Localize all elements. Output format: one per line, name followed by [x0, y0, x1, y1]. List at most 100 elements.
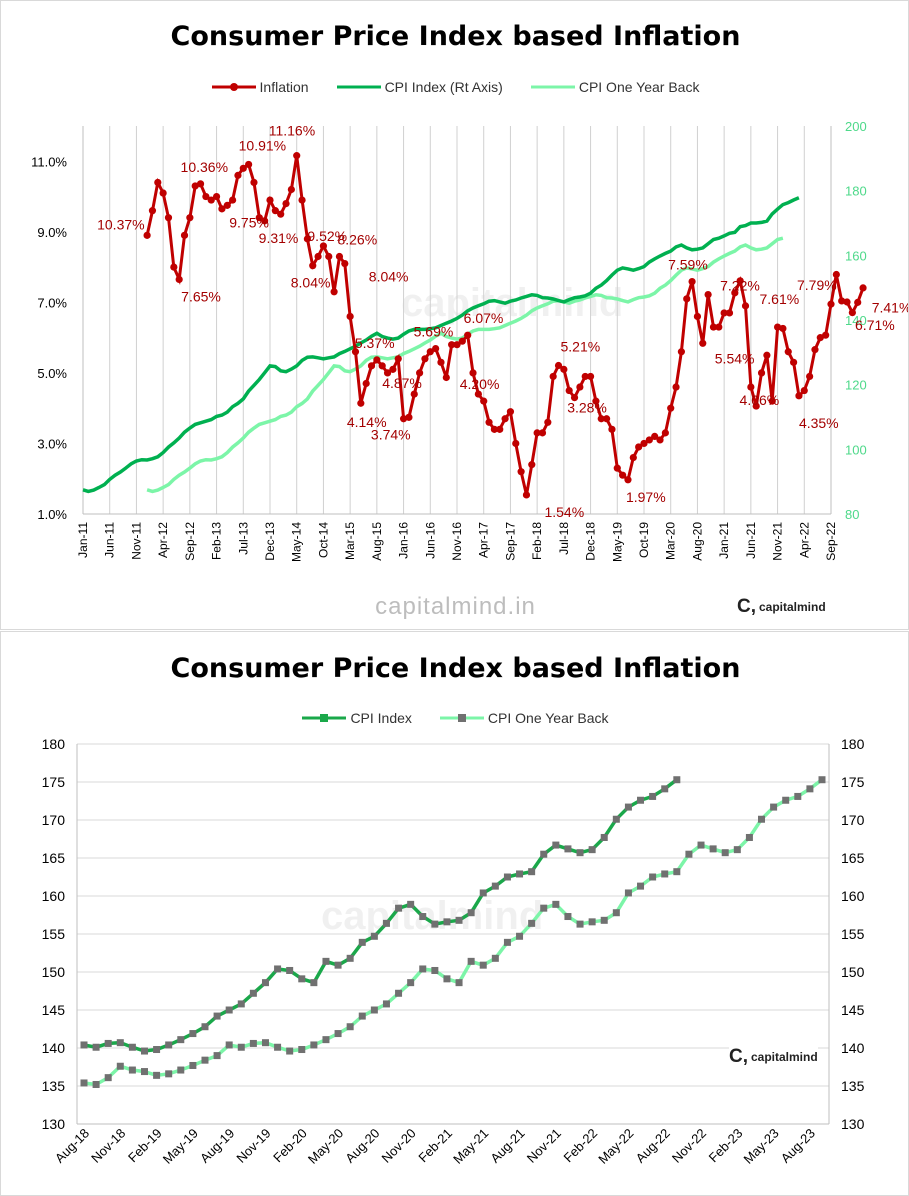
inflation-data-label: 7.61% [760, 291, 800, 307]
inflation-point [667, 404, 675, 412]
x-tick-label: Aug-20 [342, 1126, 382, 1166]
cpi-point [225, 1006, 233, 1014]
chart-legend-2: CPI Index CPI One Year Back [1, 710, 909, 726]
cpi-back-point [370, 1006, 378, 1014]
inflation-point [517, 468, 525, 476]
chart-legend: Inflation CPI Index (Rt Axis) CPI One Ye… [1, 79, 909, 95]
legend-item-cpi-back: CPI One Year Back [530, 79, 699, 95]
inflation-point [346, 312, 354, 321]
x-tick-label: Jul-13 [236, 522, 250, 555]
inflation-point [699, 339, 707, 347]
inflation-point [779, 324, 787, 333]
cpi-point [649, 792, 657, 800]
inflation-point [822, 331, 830, 339]
inflation-data-label: 4.20% [460, 376, 500, 392]
inflation-point [148, 207, 157, 215]
cpi-back-point [794, 792, 802, 800]
inflation-point [250, 178, 258, 187]
cpi-back-point [395, 989, 403, 997]
inflation-point [838, 297, 846, 305]
inflation-point [341, 259, 349, 268]
legend-item-cpi: CPI Index (Rt Axis) [336, 79, 503, 95]
cpi-point [249, 989, 257, 997]
inflation-point [656, 436, 664, 444]
y-right-tick-label: 135 [841, 1078, 865, 1094]
inflation-data-label: 5.69% [414, 324, 454, 340]
cpi-back-point [552, 900, 560, 908]
cpi-point [564, 845, 572, 853]
cpi-point [189, 1030, 197, 1038]
cpi-point [153, 1046, 161, 1054]
x-tick-label: Sep-17 [503, 522, 517, 561]
inflation-point [351, 348, 360, 356]
cpi-back-point [479, 961, 487, 969]
cpi-back-point [298, 1046, 306, 1054]
site-watermark: capitalmind.in [375, 593, 536, 620]
inflation-point [389, 365, 397, 373]
cpi-point [661, 785, 669, 793]
inflation-data-label: 7.41% [872, 299, 908, 315]
cpi-back-point [733, 846, 741, 854]
inflation-data-label: 4.87% [382, 375, 422, 391]
cpi-back-point [334, 1030, 342, 1038]
y-right-tick-label: 165 [841, 850, 865, 866]
cpi-point [673, 776, 681, 784]
x-tick-label: Jan-21 [717, 522, 731, 559]
cpi-point [104, 1039, 112, 1047]
inflation-point [154, 178, 162, 187]
cpi-point [419, 913, 427, 921]
inflation-point [448, 341, 456, 349]
inflation-point [245, 160, 253, 169]
y-left-tick-label: 150 [42, 964, 66, 980]
y-right-tick-label: 155 [841, 926, 865, 942]
cpi-back-point [419, 965, 427, 973]
cpi-point [516, 870, 524, 878]
y-right-tick-label: 200 [845, 119, 867, 134]
inflation-point [485, 418, 493, 426]
cpi-point [455, 916, 463, 924]
brand-c-icon-2: C, [729, 1046, 748, 1067]
x-tick-label: Feb-23 [706, 1126, 746, 1166]
inflation-point [362, 379, 370, 388]
y-right-tick-label: 180 [841, 736, 865, 752]
cpi-back-point [721, 849, 729, 857]
cpi-back-point [467, 957, 475, 965]
x-tick-label: Jun-21 [744, 522, 758, 559]
cpi-point [346, 954, 354, 962]
inflation-point [790, 358, 798, 366]
cpi-back-point [104, 1074, 112, 1082]
inflation-point [741, 302, 750, 310]
y-left-tick-label: 1.0% [37, 507, 67, 522]
cpi-back-point [177, 1066, 185, 1074]
cpi-back-point [128, 1066, 136, 1074]
inflation-point [325, 252, 333, 261]
cpi-back-point [673, 868, 681, 876]
cpi-point [310, 979, 318, 987]
y-right-tick-label: 170 [841, 812, 865, 828]
inflation-data-label: 7.22% [720, 278, 760, 294]
cpi-point [298, 975, 306, 983]
x-tick-label: Aug-20 [690, 522, 704, 561]
inflation-point [143, 231, 151, 239]
inflation-point [795, 392, 803, 400]
brand-c-icon: C, [737, 596, 756, 617]
inflation-point [170, 263, 178, 271]
inflation-point [319, 242, 328, 250]
inflation-point [383, 369, 392, 377]
y-left-tick-label: 170 [42, 812, 66, 828]
inflation-point [725, 309, 734, 317]
inflation-point [261, 217, 269, 225]
brand-name: capitalmind [759, 599, 826, 614]
inflation-chart-panel: Consumer Price Index based Inflation Inf… [0, 0, 909, 630]
inflation-point [565, 386, 573, 395]
x-tick-label: Jan-11 [76, 522, 90, 558]
x-tick-label: Nov-16 [450, 522, 464, 561]
inflation-point [239, 164, 247, 172]
x-tick-label: Feb-21 [415, 1126, 455, 1166]
cpi-back-point [407, 979, 415, 987]
cpi-point [612, 815, 620, 823]
inflation-point [554, 361, 563, 370]
cpi-back-point [637, 882, 645, 890]
x-tick-label: Oct-14 [316, 522, 330, 558]
inflation-data-label: 1.54% [544, 504, 584, 520]
